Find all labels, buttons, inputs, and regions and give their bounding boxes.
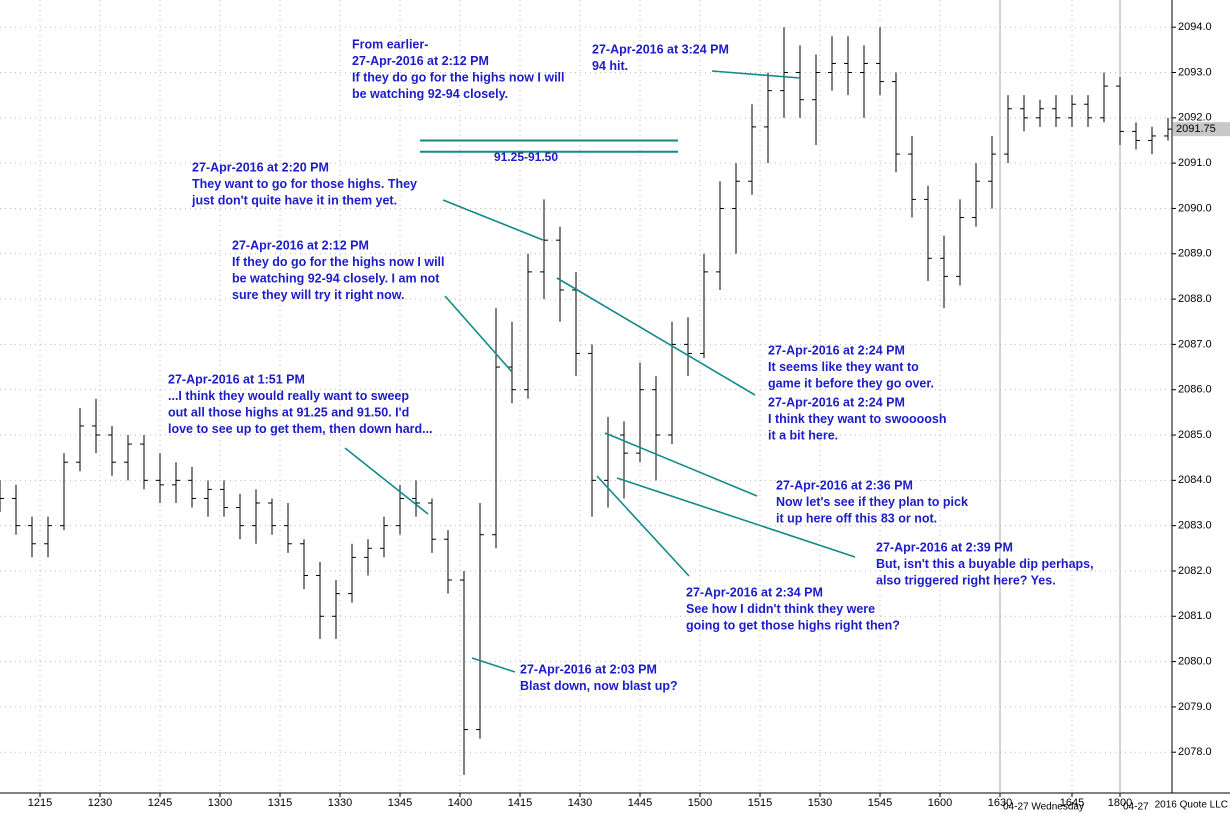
y-tick-label: 2088.0 <box>1178 293 1212 305</box>
last-price-box <box>1173 122 1230 137</box>
annotation-text: be watching 92-94 closely. I am not <box>232 271 440 285</box>
annotation-text: From earlier- <box>352 37 428 51</box>
x-tick-label: 1215 <box>28 797 52 809</box>
annotation-text: 27-Apr-2016 at 3:24 PM <box>592 42 729 56</box>
annotation-text: See how I didn't think they were <box>686 602 875 616</box>
last-price-label: 2091.75 <box>1176 123 1216 135</box>
annotation-text: 27-Apr-2016 at 2:12 PM <box>352 54 489 68</box>
session-label: 04-27 <box>1123 802 1149 813</box>
annotation-text: 94 hit. <box>592 59 628 73</box>
y-tick-label: 2081.0 <box>1178 610 1212 622</box>
level-label: 91.25-91.50 <box>494 150 558 164</box>
x-tick-label: 1430 <box>568 797 592 809</box>
y-tick-label: 2093.0 <box>1178 66 1212 78</box>
x-tick-label: 1800 <box>1108 797 1132 809</box>
pointer-line <box>471 657 516 673</box>
annotation-text: love to see up to get them, then down ha… <box>168 422 433 436</box>
y-tick-label: 2087.0 <box>1178 338 1212 350</box>
annotation-text: 27-Apr-2016 at 2:12 PM <box>232 238 369 252</box>
annotation-text: ...I think they would really want to swe… <box>168 389 409 403</box>
x-tick-label: 1230 <box>88 797 112 809</box>
y-tick-label: 2084.0 <box>1178 474 1212 486</box>
annotation-text: I think they want to swoooosh <box>768 412 946 426</box>
copyright: 2016 Quote LLC <box>1155 800 1228 811</box>
annotation-text: 27-Apr-2016 at 2:39 PM <box>876 540 1013 554</box>
x-tick-label: 1515 <box>748 797 772 809</box>
x-tick-label: 1600 <box>928 797 952 809</box>
annotation-text: 27-Apr-2016 at 1:51 PM <box>168 372 305 386</box>
y-tick-label: 2090.0 <box>1178 202 1212 214</box>
annotation-text: also triggered right here? Yes. <box>876 573 1056 587</box>
pointer-line <box>596 475 690 577</box>
annotation-text: out all those highs at 91.25 and 91.50. … <box>168 405 409 419</box>
pointer-line <box>444 295 513 373</box>
y-tick-label: 2078.0 <box>1178 746 1212 758</box>
pointer-line <box>604 432 758 497</box>
y-tick-label: 2094.0 <box>1178 21 1212 33</box>
x-tick-label: 1445 <box>628 797 652 809</box>
x-tick-label: 1415 <box>508 797 532 809</box>
pointer-line <box>711 70 801 79</box>
x-tick-label: 1630 <box>988 797 1012 809</box>
y-tick-label: 2091.0 <box>1178 157 1212 169</box>
pointer-line <box>556 277 756 396</box>
y-tick-label: 2089.0 <box>1178 248 1212 260</box>
annotation-text: They want to go for those highs. They <box>192 177 417 191</box>
session-label: 04-27 Wednesday <box>1003 802 1084 813</box>
pointer-line <box>442 199 544 241</box>
y-tick-label: 2092.0 <box>1178 112 1212 124</box>
y-tick-label: 2083.0 <box>1178 520 1212 532</box>
annotation-text: be watching 92-94 closely. <box>352 87 508 101</box>
annotation-text: 27-Apr-2016 at 2:24 PM <box>768 395 905 409</box>
pointer-line <box>344 447 429 515</box>
y-tick-label: 2085.0 <box>1178 429 1212 441</box>
x-tick-label: 1330 <box>328 797 352 809</box>
annotation-text: sure they will try it right now. <box>232 288 404 302</box>
annotation-text: If they do go for the highs now I will <box>352 70 565 84</box>
y-tick-label: 2079.0 <box>1178 701 1212 713</box>
y-tick-label: 2086.0 <box>1178 384 1212 396</box>
annotation-text: it up here off this 83 or not. <box>776 511 937 525</box>
annotation-text: 27-Apr-2016 at 2:03 PM <box>520 662 657 676</box>
x-tick-label: 1400 <box>448 797 472 809</box>
annotation-text: going to get those highs right then? <box>686 618 900 632</box>
x-tick-label: 1500 <box>688 797 712 809</box>
pointer-line <box>616 477 856 558</box>
x-tick-label: 1530 <box>808 797 832 809</box>
annotation-text: 27-Apr-2016 at 2:24 PM <box>768 343 905 357</box>
x-tick-label: 1245 <box>148 797 172 809</box>
y-tick-label: 2082.0 <box>1178 565 1212 577</box>
annotation-text: it a bit here. <box>768 428 838 442</box>
annotation-text: 27-Apr-2016 at 2:20 PM <box>192 160 329 174</box>
annotation-text: game it before they go over. <box>768 376 934 390</box>
y-tick-label: 2080.0 <box>1178 655 1212 667</box>
annotation-text: If they do go for the highs now I will <box>232 255 445 269</box>
annotation-text: Now let's see if they plan to pick <box>776 495 968 509</box>
annotation-text: Blast down, now blast up? <box>520 679 678 693</box>
annotation-text: just don't quite have it in them yet. <box>191 193 397 207</box>
x-tick-label: 1345 <box>388 797 412 809</box>
x-tick-label: 1315 <box>268 797 292 809</box>
annotation-text: It seems like they want to <box>768 360 919 374</box>
x-tick-label: 1645 <box>1060 797 1084 809</box>
annotation-text: 27-Apr-2016 at 2:34 PM <box>686 585 823 599</box>
annotation-text: 27-Apr-2016 at 2:36 PM <box>776 478 913 492</box>
annotation-text: But, isn't this a buyable dip perhaps, <box>876 557 1094 571</box>
x-tick-label: 1545 <box>868 797 892 809</box>
x-tick-label: 1300 <box>208 797 232 809</box>
